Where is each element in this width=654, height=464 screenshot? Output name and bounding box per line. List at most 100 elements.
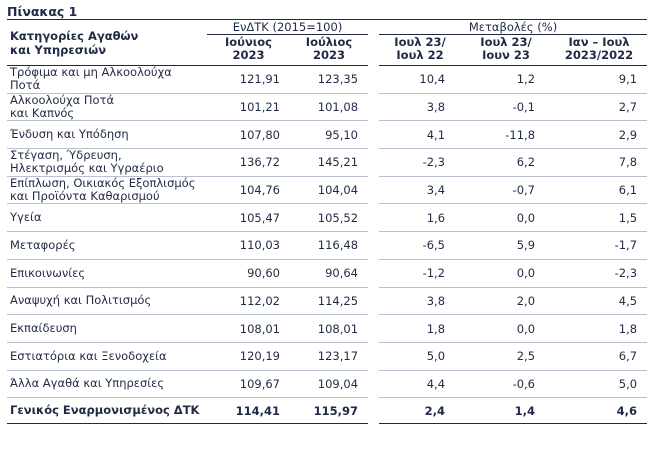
june-value: 112,02: [207, 287, 290, 316]
total-mom-value: 1,4: [461, 397, 552, 425]
june-value: 107,80: [207, 120, 290, 150]
table-row: Άλλα Αγαθά και Υπηρεσίες 109,67 109,04 4…: [7, 370, 648, 399]
category-name: Στέγαση, Ύδρευση, Ηλεκτρισμός και Υγραέρι…: [7, 148, 207, 177]
ytd-value: 6,7: [551, 342, 648, 371]
row-gap: [368, 66, 379, 94]
table-row: Εκπαίδευση 108,01 108,01 1,8 0,0 1,8: [7, 314, 648, 343]
yoy-value: 5,0: [379, 342, 462, 371]
category-name-line1: Υγεία: [10, 210, 42, 225]
yoy-value: 4,1: [379, 120, 462, 150]
july-value: 101,08: [290, 93, 369, 122]
category-name-line1: Ένδυση και Υπόδηση: [10, 127, 129, 142]
row-gap: [368, 176, 379, 204]
category-name-line2: και Προϊόντα Καθαρισμού: [10, 189, 160, 204]
june-value: 120,19: [207, 342, 290, 371]
july-value: 123,17: [290, 342, 369, 371]
row-gap: [368, 370, 379, 398]
row-gap: [368, 315, 379, 343]
category-name: Υγεία: [7, 203, 207, 233]
yoy-value: 3,8: [379, 287, 462, 316]
col-ytd-line1: Ιαν – Ιουλ: [568, 35, 630, 49]
june-value: 105,47: [207, 203, 290, 233]
mom-value: -11,8: [461, 120, 552, 150]
table-row: Στέγαση, Ύδρευση, Ηλεκτρισμός και Υγραέρι…: [7, 148, 648, 177]
table-header: Κατηγορίες Αγαθών και Υπηρεσιών ΕνΔΤΚ (2…: [7, 19, 648, 66]
col-june-line2: 2023: [232, 48, 265, 62]
july-value: 105,52: [290, 203, 369, 233]
june-value: 108,01: [207, 314, 290, 343]
july-value: 114,25: [290, 287, 369, 316]
ytd-value: 9,1: [551, 65, 648, 94]
table-row: Αναψυχή και Πολιτισμός 112,02 114,25 3,8…: [7, 287, 648, 316]
row-gap: [368, 121, 379, 149]
category-name-line1: Εκπαίδευση: [10, 321, 77, 336]
june-value: 136,72: [207, 148, 290, 177]
category-name: Επικοινωνίες: [7, 259, 207, 288]
mom-value: 5,9: [461, 231, 552, 260]
category-name-line1: Επίπλωση, Οικιακός Εξοπλισμός: [10, 176, 196, 191]
mom-value: 0,0: [461, 259, 552, 288]
yoy-value: -1,2: [379, 259, 462, 288]
row-gap: [368, 342, 379, 370]
cpi-table: Κατηγορίες Αγαθών και Υπηρεσιών ΕνΔΤΚ (2…: [7, 19, 648, 425]
total-gap: [368, 398, 379, 424]
category-header-line1: Κατηγορίες Αγαθών: [10, 28, 139, 43]
table-row: Ένδυση και Υπόδηση 107,80 95,10 4,1 -11,…: [7, 120, 648, 150]
category-header: Κατηγορίες Αγαθών και Υπηρεσιών: [7, 19, 207, 66]
ytd-value: 1,5: [551, 203, 648, 233]
mom-value: -0,7: [461, 176, 552, 205]
yoy-value: -2,3: [379, 148, 462, 177]
mom-value: 1,2: [461, 65, 552, 94]
yoy-value: 4,4: [379, 370, 462, 399]
category-name-line1: Άλλα Αγαθά και Υπηρεσίες: [10, 376, 165, 391]
col-yoy-line2: Ιουλ 22: [396, 48, 444, 62]
category-name: Αλκοολούχα Ποτά και Καπνός: [7, 93, 207, 122]
category-name: Ένδυση και Υπόδηση: [7, 120, 207, 150]
yoy-value: 3,4: [379, 176, 462, 205]
row-gap: [368, 93, 379, 121]
category-name-line1: Τρόφιμα και μη Αλκοολούχα: [10, 65, 172, 80]
total-name: Γενικός Εναρμονισμένος ΔΤΚ: [7, 397, 207, 425]
category-header-line2: και Υπηρεσιών: [10, 42, 107, 57]
july-value: 109,04: [290, 370, 369, 399]
yoy-value: 1,8: [379, 314, 462, 343]
ytd-value: 2,9: [551, 120, 648, 150]
table-body: Τρόφιμα και μη Αλκοολούχα Ποτά 121,91 123…: [7, 65, 648, 425]
col-ytd-header: Ιαν – Ιουλ 2023/2022: [551, 34, 648, 66]
category-name: Εστιατόρια και Ξενοδοχεία: [7, 342, 207, 371]
mom-value: 2,5: [461, 342, 552, 371]
col-mom-line2: Ιουν 23: [482, 48, 530, 62]
table-row: Επικοινωνίες 90,60 90,64 -1,2 0,0 -2,3: [7, 259, 648, 288]
category-name: Μεταφορές: [7, 231, 207, 260]
table-row: Υγεία 105,47 105,52 1,6 0,0 1,5: [7, 203, 648, 233]
category-name: Τρόφιμα και μη Αλκοολούχα Ποτά: [7, 65, 207, 94]
total-row: Γενικός Εναρμονισμένος ΔΤΚ 114,41 115,97…: [7, 397, 648, 425]
category-name-line1: Στέγαση, Ύδρευση,: [10, 148, 122, 163]
ytd-value: 4,5: [551, 287, 648, 316]
table-row: Αλκοολούχα Ποτά και Καπνός 101,21 101,08 …: [7, 93, 648, 122]
yoy-value: -6,5: [379, 231, 462, 260]
ytd-value: 1,8: [551, 314, 648, 343]
category-name-line2: Ποτά: [10, 78, 41, 93]
category-name: Επίπλωση, Οικιακός Εξοπλισμός και Προϊόντ…: [7, 176, 207, 205]
row-gap: [368, 232, 379, 260]
ytd-value: -2,3: [551, 259, 648, 288]
change-group-header: Μεταβολές (%): [379, 19, 648, 35]
col-mom-line1: Ιουλ 23/: [480, 35, 532, 49]
category-name: Εκπαίδευση: [7, 314, 207, 343]
total-july-value: 115,97: [290, 397, 369, 425]
june-value: 101,21: [207, 93, 290, 122]
yoy-value: 1,6: [379, 203, 462, 233]
category-name-line2: Ηλεκτρισμός και Υγραέριο: [10, 161, 164, 176]
table-title: Πίνακας 1: [7, 4, 78, 19]
yoy-value: 10,4: [379, 65, 462, 94]
col-july-line2: 2023: [313, 48, 346, 62]
july-value: 145,21: [290, 148, 369, 177]
mom-value: -0,1: [461, 93, 552, 122]
col-july-line1: Ιούλιος: [305, 35, 353, 49]
table-row: Μεταφορές 110,03 116,48 -6,5 5,9 -1,7: [7, 231, 648, 260]
col-mom-header: Ιουλ 23/ Ιουν 23: [461, 34, 552, 66]
june-value: 90,60: [207, 259, 290, 288]
row-gap: [368, 259, 379, 287]
header-gap: [368, 19, 380, 35]
